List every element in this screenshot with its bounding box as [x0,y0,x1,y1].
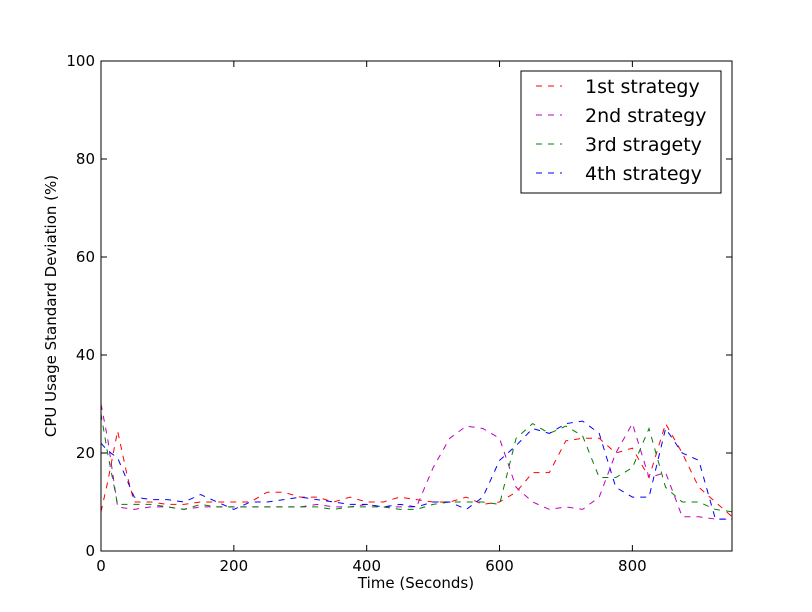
y-axis: 0 20 40 60 80 100 [66,52,732,560]
y-tick-label: 60 [76,248,95,266]
legend-frame [520,70,722,194]
series-layer [100,403,733,520]
legend: 1st strategy 2nd strategy 3rd stragety 4th … [520,70,722,194]
legend-label-1: 1st strategy [585,76,700,98]
x-axis: 0 200 400 600 800 [96,61,647,575]
series-line-3 [100,413,733,513]
series-line-4 [100,420,732,520]
y-tick-label: 40 [76,346,95,364]
x-axis-label: Time (Seconds) [357,574,474,592]
y-axis-label: CPU Usage Standard Deviation (%) [42,175,60,437]
series-line-2 [100,403,732,520]
legend-label-3: 3rd stragety [585,134,702,156]
y-tick-label: 0 [85,542,95,560]
plot-frame [100,60,733,552]
x-tick-label: 200 [220,557,249,575]
y-tick-label: 100 [66,52,95,70]
y-tick-label: 20 [76,444,95,462]
x-tick-label: 400 [352,557,381,575]
x-tick-label: 0 [96,557,106,575]
y-tick-label: 80 [76,150,95,168]
x-tick-label: 600 [485,557,514,575]
x-tick-label: 800 [618,557,647,575]
legend-label-4: 4th strategy [585,163,702,185]
series-line-1 [100,422,733,518]
legend-label-2: 2nd strategy [585,105,706,127]
